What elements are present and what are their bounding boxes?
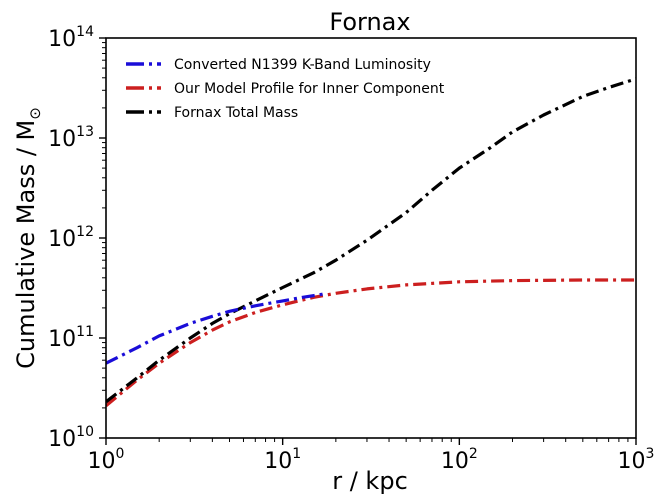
legend-label: Our Model Profile for Inner Component [174, 81, 445, 97]
y-tick-base: 10 [48, 127, 76, 152]
y-tick-base: 10 [48, 227, 76, 252]
y-tick-exponent: 14 [76, 24, 94, 40]
x-tick-base: 10 [618, 449, 646, 474]
x-tick-exponent: 2 [469, 446, 478, 462]
y-tick-exponent: 12 [76, 224, 94, 240]
y-tick-base: 10 [48, 27, 76, 52]
legend-label: Fornax Total Mass [174, 105, 298, 121]
x-tick-base: 10 [441, 449, 469, 474]
x-tick-label: 100 [88, 446, 125, 474]
y-tick-label: 1013 [48, 124, 94, 152]
y-tick-exponent: 11 [76, 324, 94, 340]
x-tick-base: 10 [88, 449, 116, 474]
plot-lines [106, 77, 636, 408]
y-tick-base: 10 [48, 327, 76, 352]
legend: Converted N1399 K-Band Luminosity Our Mod… [126, 57, 445, 121]
chart-title: Fornax [329, 8, 410, 36]
x-axis: 100 101 102 103 [88, 438, 655, 474]
x-tick-base: 10 [264, 449, 292, 474]
y-tick-base: 10 [48, 427, 76, 452]
y-tick-exponent: 10 [76, 424, 94, 440]
y-axis-label: Cumulative Mass / M⊙ [12, 107, 44, 369]
y-tick-label: 1010 [48, 424, 94, 452]
legend-label: Converted N1399 K-Band Luminosity [174, 57, 431, 73]
x-tick-exponent: 3 [646, 446, 655, 462]
x-tick-label: 101 [264, 446, 301, 474]
x-axis-label: r / kpc [332, 467, 408, 495]
solar-symbol: ⊙ [26, 107, 44, 120]
y-axis-label-text: Cumulative Mass / M [12, 120, 40, 369]
x-tick-label: 102 [441, 446, 478, 474]
y-tick-label: 1011 [48, 324, 94, 352]
series-line-3 [106, 77, 636, 404]
y-tick-exponent: 13 [76, 124, 94, 140]
x-tick-exponent: 1 [292, 446, 301, 462]
y-tick-label: 1012 [48, 224, 94, 252]
x-tick-exponent: 0 [116, 446, 125, 462]
series-line-2 [106, 278, 636, 408]
y-tick-label: 1014 [48, 24, 94, 52]
x-tick-label: 103 [618, 446, 655, 474]
